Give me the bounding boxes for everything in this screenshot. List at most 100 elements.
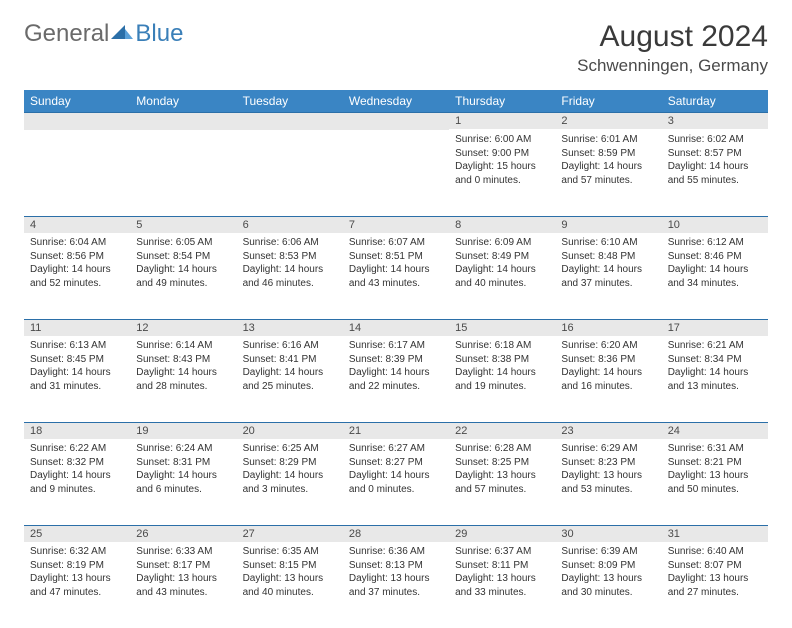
- week-content-row: Sunrise: 6:13 AMSunset: 8:45 PMDaylight:…: [24, 336, 768, 422]
- day-content-cell-empty: [24, 130, 130, 216]
- week-number-row: 18192021222324: [24, 422, 768, 439]
- week-content-row: Sunrise: 6:32 AMSunset: 8:19 PMDaylight:…: [24, 542, 768, 628]
- day-content-cell: Sunrise: 6:22 AMSunset: 8:32 PMDaylight:…: [24, 439, 130, 525]
- sunrise-line: Sunrise: 6:22 AM: [30, 442, 124, 456]
- sunrise-line: Sunrise: 6:06 AM: [243, 236, 337, 250]
- day-content-cell: Sunrise: 6:12 AMSunset: 8:46 PMDaylight:…: [662, 233, 768, 319]
- daylight-line: Daylight: 13 hours and 47 minutes.: [30, 572, 124, 599]
- sunset-line: Sunset: 8:34 PM: [668, 353, 762, 367]
- day-number: 9: [555, 216, 661, 233]
- day-number: 1: [449, 112, 555, 129]
- day-content-cell: Sunrise: 6:32 AMSunset: 8:19 PMDaylight:…: [24, 542, 130, 628]
- sunset-line: Sunset: 8:53 PM: [243, 250, 337, 264]
- day-content-cell: Sunrise: 6:21 AMSunset: 8:34 PMDaylight:…: [662, 336, 768, 422]
- daylight-line: Daylight: 14 hours and 37 minutes.: [561, 263, 655, 290]
- day-number: 28: [343, 525, 449, 542]
- day-content-cell: Sunrise: 6:17 AMSunset: 8:39 PMDaylight:…: [343, 336, 449, 422]
- day-content: Sunrise: 6:35 AMSunset: 8:15 PMDaylight:…: [237, 542, 343, 605]
- sunset-line: Sunset: 8:46 PM: [668, 250, 762, 264]
- sunrise-line: Sunrise: 6:24 AM: [136, 442, 230, 456]
- day-content-cell: Sunrise: 6:31 AMSunset: 8:21 PMDaylight:…: [662, 439, 768, 525]
- sunset-line: Sunset: 8:36 PM: [561, 353, 655, 367]
- sunrise-line: Sunrise: 6:25 AM: [243, 442, 337, 456]
- day-number-cell: 28: [343, 525, 449, 542]
- day-content: Sunrise: 6:18 AMSunset: 8:38 PMDaylight:…: [449, 336, 555, 399]
- day-number: 13: [237, 319, 343, 336]
- day-number: 16: [555, 319, 661, 336]
- day-number-cell: 16: [555, 319, 661, 336]
- day-content: Sunrise: 6:40 AMSunset: 8:07 PMDaylight:…: [662, 542, 768, 605]
- sunrise-line: Sunrise: 6:32 AM: [30, 545, 124, 559]
- day-number: 19: [130, 422, 236, 439]
- day-content: Sunrise: 6:28 AMSunset: 8:25 PMDaylight:…: [449, 439, 555, 502]
- day-number: 3: [662, 112, 768, 129]
- sunrise-line: Sunrise: 6:14 AM: [136, 339, 230, 353]
- daylight-line: Daylight: 13 hours and 57 minutes.: [455, 469, 549, 496]
- day-number-cell-empty: [24, 112, 130, 130]
- sunset-line: Sunset: 8:57 PM: [668, 147, 762, 161]
- day-number-cell: 20: [237, 422, 343, 439]
- daylight-line: Daylight: 14 hours and 34 minutes.: [668, 263, 762, 290]
- day-number-cell-empty: [130, 112, 236, 130]
- day-header: Saturday: [662, 90, 768, 112]
- sunrise-line: Sunrise: 6:33 AM: [136, 545, 230, 559]
- sunrise-line: Sunrise: 6:01 AM: [561, 133, 655, 147]
- calendar-head: SundayMondayTuesdayWednesdayThursdayFrid…: [24, 90, 768, 112]
- day-number: 30: [555, 525, 661, 542]
- daylight-line: Daylight: 13 hours and 27 minutes.: [668, 572, 762, 599]
- day-content: Sunrise: 6:36 AMSunset: 8:13 PMDaylight:…: [343, 542, 449, 605]
- week-number-row: 11121314151617: [24, 319, 768, 336]
- sunset-line: Sunset: 8:09 PM: [561, 559, 655, 573]
- daylight-line: Daylight: 14 hours and 19 minutes.: [455, 366, 549, 393]
- daylight-line: Daylight: 13 hours and 40 minutes.: [243, 572, 337, 599]
- sunrise-line: Sunrise: 6:31 AM: [668, 442, 762, 456]
- daylight-line: Daylight: 13 hours and 43 minutes.: [136, 572, 230, 599]
- daylight-line: Daylight: 13 hours and 53 minutes.: [561, 469, 655, 496]
- day-number-cell: 23: [555, 422, 661, 439]
- sunrise-line: Sunrise: 6:04 AM: [30, 236, 124, 250]
- daylight-line: Daylight: 14 hours and 43 minutes.: [349, 263, 443, 290]
- day-content-cell: Sunrise: 6:07 AMSunset: 8:51 PMDaylight:…: [343, 233, 449, 319]
- day-number: 17: [662, 319, 768, 336]
- location-label: Schwenningen, Germany: [577, 56, 768, 76]
- sunset-line: Sunset: 8:59 PM: [561, 147, 655, 161]
- day-number-cell: 26: [130, 525, 236, 542]
- logo-icon: [111, 20, 133, 48]
- week-content-row: Sunrise: 6:04 AMSunset: 8:56 PMDaylight:…: [24, 233, 768, 319]
- day-number: 29: [449, 525, 555, 542]
- day-content: Sunrise: 6:01 AMSunset: 8:59 PMDaylight:…: [555, 130, 661, 193]
- day-content: Sunrise: 6:20 AMSunset: 8:36 PMDaylight:…: [555, 336, 661, 399]
- day-content-cell-empty: [130, 130, 236, 216]
- week-number-row: 45678910: [24, 216, 768, 233]
- day-number: 5: [130, 216, 236, 233]
- sunrise-line: Sunrise: 6:12 AM: [668, 236, 762, 250]
- sunset-line: Sunset: 8:31 PM: [136, 456, 230, 470]
- sunset-line: Sunset: 8:07 PM: [668, 559, 762, 573]
- day-content: Sunrise: 6:07 AMSunset: 8:51 PMDaylight:…: [343, 233, 449, 296]
- day-number: 4: [24, 216, 130, 233]
- day-number-cell: 2: [555, 112, 661, 130]
- day-number-cell: 10: [662, 216, 768, 233]
- sunrise-line: Sunrise: 6:02 AM: [668, 133, 762, 147]
- sunrise-line: Sunrise: 6:09 AM: [455, 236, 549, 250]
- day-content-cell: Sunrise: 6:35 AMSunset: 8:15 PMDaylight:…: [237, 542, 343, 628]
- day-content-cell: Sunrise: 6:20 AMSunset: 8:36 PMDaylight:…: [555, 336, 661, 422]
- day-content: Sunrise: 6:27 AMSunset: 8:27 PMDaylight:…: [343, 439, 449, 502]
- day-number: 23: [555, 422, 661, 439]
- sunset-line: Sunset: 8:39 PM: [349, 353, 443, 367]
- day-content-cell: Sunrise: 6:39 AMSunset: 8:09 PMDaylight:…: [555, 542, 661, 628]
- day-content-cell: Sunrise: 6:04 AMSunset: 8:56 PMDaylight:…: [24, 233, 130, 319]
- day-number: 7: [343, 216, 449, 233]
- calendar-table: SundayMondayTuesdayWednesdayThursdayFrid…: [24, 90, 768, 628]
- daylight-line: Daylight: 14 hours and 46 minutes.: [243, 263, 337, 290]
- day-number-cell: 7: [343, 216, 449, 233]
- sunrise-line: Sunrise: 6:16 AM: [243, 339, 337, 353]
- day-content-cell: Sunrise: 6:06 AMSunset: 8:53 PMDaylight:…: [237, 233, 343, 319]
- week-number-row: 123: [24, 112, 768, 130]
- sunrise-line: Sunrise: 6:35 AM: [243, 545, 337, 559]
- sunrise-line: Sunrise: 6:13 AM: [30, 339, 124, 353]
- sunrise-line: Sunrise: 6:27 AM: [349, 442, 443, 456]
- day-number-cell: 6: [237, 216, 343, 233]
- day-header: Sunday: [24, 90, 130, 112]
- daylight-line: Daylight: 14 hours and 13 minutes.: [668, 366, 762, 393]
